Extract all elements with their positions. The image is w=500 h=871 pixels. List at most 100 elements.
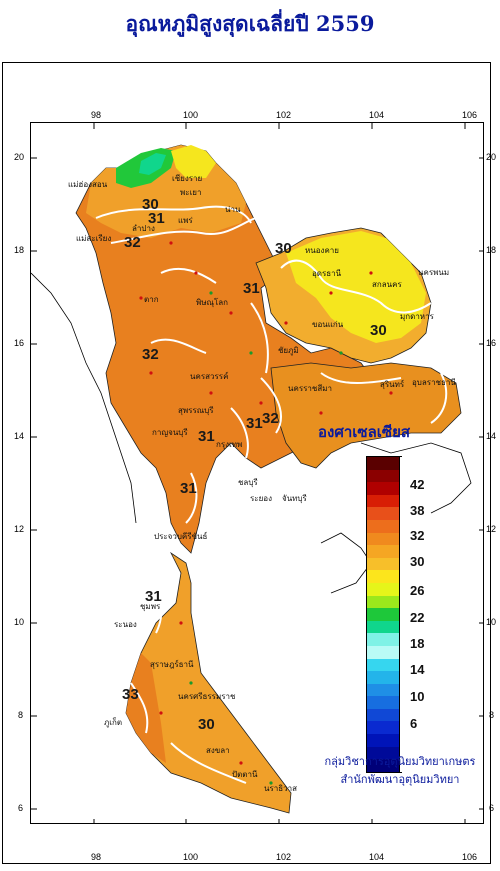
contour-label: 32 [142,346,159,363]
legend-swatch [366,582,400,596]
legend-swatch [366,545,400,558]
contour-label: 31 [180,480,197,497]
place-label: สุพรรณบุรี [178,406,214,415]
contour-label: 31 [148,210,165,227]
credit-line-1: กลุ่มวิชาการอุตุนิยมวิทยาเกษตร [324,756,476,768]
legend-swatch [366,595,400,609]
y-tick-left: 12 [14,524,25,534]
legend-swatch [366,633,400,646]
y-tick-right: 8 [489,710,495,720]
legend-label: 30 [410,554,425,569]
place-label: นราธิวาส [264,784,298,793]
x-tick-bottom: 98 [91,852,102,862]
legend-label: 26 [410,583,425,598]
y-tick-left: 14 [14,431,25,441]
place-label: สงขลา [206,746,230,755]
legend-label: 14 [410,662,425,677]
x-tick-bottom: 104 [369,852,385,862]
y-tick-left: 16 [14,338,25,348]
contour-label: 31 [145,588,162,605]
place-label: มุกดาหาร [400,312,434,321]
x-tick-top: 104 [369,110,385,120]
map-area [30,122,484,824]
y-tick-right: 10 [486,617,497,627]
place-label: นครสวรรค์ [190,372,229,381]
land-east [270,362,462,469]
place-label: ระยอง [250,494,272,503]
y-tick-right: 16 [486,338,497,348]
legend-label: 22 [410,610,425,625]
y-tick-left: 6 [18,803,24,813]
place-label: สุรินทร์ [380,380,405,389]
land-north-cyan [139,153,166,175]
legend-swatch [366,608,400,621]
place-label: สกลนคร [372,280,402,289]
place-label: ปัตตานี [232,770,258,779]
x-tick-bottom: 102 [276,852,292,862]
place-label: ประจวบคีรีขันธ์ [154,532,208,541]
y-tick-right: 14 [486,431,497,441]
place-label: อุบลราชธานี [412,378,456,387]
legend-swatch [366,482,400,495]
place-label: เชียงราย [172,174,203,183]
legend-swatch [366,671,400,684]
legend-swatch [366,469,400,483]
contour-label: 31 [246,415,263,432]
contour-label: 30 [370,322,387,339]
place-label: ภูเก็ต [104,718,123,727]
y-tick-right: 12 [486,524,497,534]
land-south [125,551,292,814]
place-label: น่าน [225,205,241,214]
legend-swatch [366,708,400,722]
place-label: นครพนม [418,268,450,277]
land-south-west [126,653,166,763]
place-label: ชัยภูมิ [278,346,299,355]
legend-swatch [366,746,400,760]
place-label: นครราชสีมา [288,384,332,393]
legend-swatch [366,759,400,772]
x-tick-top: 102 [276,110,292,120]
y-tick-left: 20 [14,152,25,162]
contour-label: 30 [275,240,292,257]
legend-swatch [366,658,400,672]
legend-label: 32 [410,528,425,543]
place-label: แม่สะเรียง [76,234,112,243]
place-label: กาญจนบุรี [152,428,188,437]
place-label: แม่ฮ่องสอน [68,180,108,189]
place-label: ระนอง [114,620,137,629]
legend-swatch [366,519,400,533]
x-tick-top: 98 [91,110,102,120]
land-north-yellow [171,145,216,178]
place-label: จันทบุรี [282,494,307,503]
color-legend [366,456,402,773]
x-tick-top: 106 [462,110,478,120]
y-tick-right: 6 [489,803,495,813]
legend-label: 6 [410,716,418,731]
place-label: สุราษฎร์ธานี [150,660,194,669]
y-tick-right: 18 [486,245,497,255]
credit-line-2: สำนักพัฒนาอุตุนิยมวิทยา [340,774,460,786]
legend-swatch [366,734,400,747]
contour-label: 31 [198,428,215,445]
land-northeast-yellow [286,231,426,343]
x-tick-bottom: 106 [462,852,478,862]
place-label: แพร่ [178,216,193,225]
legend-swatch [366,507,400,520]
y-tick-left: 8 [18,710,24,720]
place-label: ชลบุรี [238,478,258,487]
legend-swatch [366,683,400,697]
place-label: กรุงเทพ [216,440,243,449]
y-tick-left: 10 [14,617,25,627]
contour-label: 33 [122,686,139,703]
legend-swatch [366,721,400,735]
contour-label: 30 [198,716,215,733]
land-north-central [75,144,377,554]
legend-label: 42 [410,477,425,492]
legend-label: 38 [410,503,425,518]
legend-swatch [366,494,400,508]
legend-swatch [366,532,400,546]
place-label: พะเยา [180,188,202,197]
place-label: พิษณุโลก [196,298,229,307]
place-label: ชุมพร [140,602,161,611]
place-label: ลำปาง [132,224,155,233]
